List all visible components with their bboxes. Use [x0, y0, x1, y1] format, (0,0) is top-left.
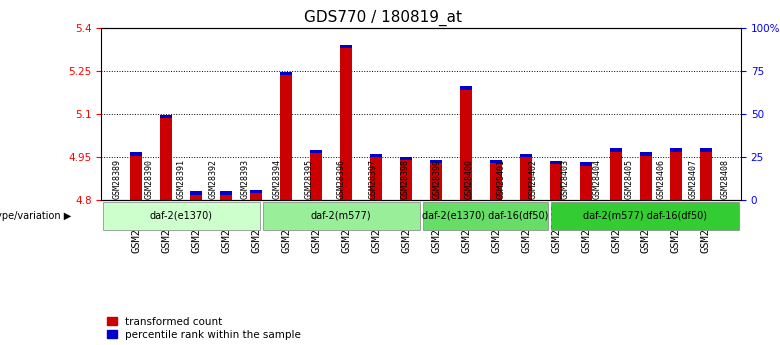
Bar: [431, 160, 442, 163]
Bar: [190, 191, 202, 195]
Text: GSM28395: GSM28395: [305, 159, 314, 199]
Title: GDS770 / 180819_at: GDS770 / 180819_at: [304, 10, 462, 26]
Bar: [250, 190, 262, 193]
Bar: [580, 164, 592, 200]
Bar: [190, 193, 202, 200]
Bar: [280, 72, 292, 75]
Bar: [310, 149, 322, 153]
Bar: [550, 161, 562, 165]
Bar: [700, 150, 712, 200]
Bar: [670, 150, 682, 200]
Text: GSM28406: GSM28406: [657, 159, 665, 199]
Text: GSM28394: GSM28394: [273, 159, 282, 199]
Bar: [370, 154, 382, 157]
Text: GSM28390: GSM28390: [145, 159, 154, 199]
Text: daf-2(e1370) daf-16(df50): daf-2(e1370) daf-16(df50): [422, 211, 548, 220]
Bar: [640, 152, 652, 156]
Text: GSM28404: GSM28404: [593, 159, 601, 199]
Text: GSM28402: GSM28402: [529, 159, 537, 199]
Text: GSM28396: GSM28396: [337, 159, 346, 199]
Legend: transformed count, percentile rank within the sample: transformed count, percentile rank withi…: [107, 317, 301, 340]
Bar: [490, 161, 502, 200]
Bar: [340, 46, 353, 200]
Bar: [280, 73, 292, 200]
Bar: [550, 163, 562, 200]
Bar: [580, 162, 592, 166]
Text: GSM28391: GSM28391: [177, 159, 186, 199]
Bar: [250, 191, 262, 200]
Text: GSM28393: GSM28393: [241, 159, 250, 199]
Text: GSM28389: GSM28389: [113, 159, 122, 199]
Bar: [610, 150, 622, 200]
Text: GSM28403: GSM28403: [561, 159, 569, 199]
Bar: [340, 45, 353, 48]
Bar: [221, 193, 232, 200]
Bar: [221, 191, 232, 195]
Bar: [161, 117, 172, 200]
Text: GSM28399: GSM28399: [433, 159, 441, 199]
Bar: [310, 151, 322, 200]
FancyBboxPatch shape: [551, 201, 739, 230]
Bar: [610, 148, 622, 151]
Bar: [460, 88, 472, 200]
FancyBboxPatch shape: [423, 201, 548, 230]
Bar: [520, 154, 532, 157]
Bar: [700, 148, 712, 151]
Text: GSM28407: GSM28407: [689, 159, 697, 199]
Text: GSM28398: GSM28398: [401, 159, 410, 199]
FancyBboxPatch shape: [263, 201, 420, 230]
Bar: [490, 160, 502, 163]
Bar: [460, 86, 472, 90]
Bar: [400, 157, 412, 160]
Text: GSM28400: GSM28400: [465, 159, 473, 199]
Text: daf-2(e1370): daf-2(e1370): [150, 211, 213, 220]
Bar: [161, 115, 172, 118]
Bar: [640, 154, 652, 200]
Text: genotype/variation ▶: genotype/variation ▶: [0, 211, 71, 220]
Bar: [520, 156, 532, 200]
Text: GSM28401: GSM28401: [497, 159, 505, 199]
Text: GSM28405: GSM28405: [625, 159, 633, 199]
Bar: [400, 158, 412, 200]
FancyBboxPatch shape: [103, 201, 260, 230]
Bar: [370, 156, 382, 200]
Bar: [431, 161, 442, 200]
Text: GSM28397: GSM28397: [369, 159, 378, 199]
Bar: [130, 152, 143, 156]
Text: GSM28408: GSM28408: [721, 159, 729, 199]
Bar: [130, 154, 143, 200]
Bar: [670, 148, 682, 151]
Text: GSM28392: GSM28392: [209, 159, 218, 199]
Text: daf-2(m577): daf-2(m577): [311, 211, 371, 220]
Text: daf-2(m577) daf-16(df50): daf-2(m577) daf-16(df50): [583, 211, 707, 220]
